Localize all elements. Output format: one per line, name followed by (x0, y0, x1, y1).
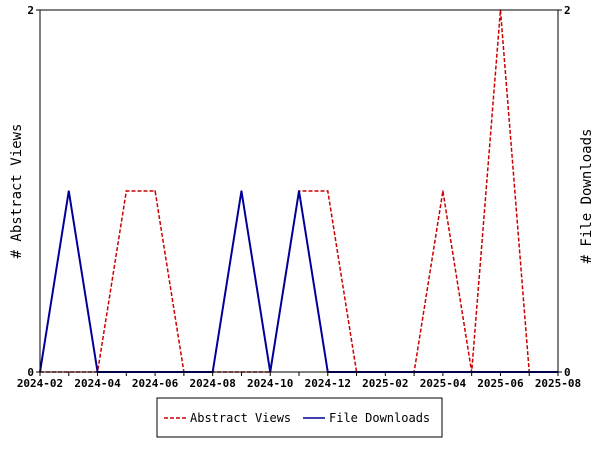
x-tick-label: 2025-02 (362, 377, 408, 390)
x-tick-label: 2025-08 (535, 377, 581, 390)
legend-label-file-downloads: File Downloads (329, 411, 430, 425)
legend: Abstract Views File Downloads (156, 397, 443, 438)
x-tick-label: 2024-10 (247, 377, 293, 390)
data-point-file-downloads (298, 190, 300, 192)
axis-ticks: 2024-02 2024-04 2024-06 2024-08 2024-10 2024-… (17, 4, 581, 390)
data-point-file-downloads (67, 190, 70, 192)
y-tick-label-right: 2 (564, 4, 571, 17)
plot-marks (39, 9, 559, 373)
x-tick-label: 2024-04 (74, 377, 121, 390)
x-tick-label: 2024-08 (189, 377, 235, 390)
data-point-file-downloads (240, 190, 243, 192)
data-point-abstract-views (154, 190, 156, 192)
y-axis-left-title: # Abstract Views (9, 124, 25, 259)
y-axis-right-title: # File Downloads (579, 129, 595, 264)
y-tick-label-left: 0 (27, 366, 34, 379)
x-tick-label: 2024-02 (17, 377, 63, 390)
data-point-abstract-views (442, 190, 444, 192)
data-point-abstract-views (125, 190, 128, 192)
x-tick-label: 2024-06 (132, 377, 179, 390)
y-tick-label-right: 0 (564, 366, 571, 379)
y-tick-label-left: 2 (27, 4, 34, 17)
data-point-abstract-views (326, 190, 329, 192)
x-tick-label: 2025-04 (420, 377, 467, 390)
legend-label-abstract-views: Abstract Views (190, 411, 291, 425)
legend-box (156, 397, 443, 438)
x-tick-label: 2025-06 (477, 377, 524, 390)
series-line-file-downloads (39, 190, 558, 373)
x-tick-label: 2024-12 (305, 377, 351, 390)
